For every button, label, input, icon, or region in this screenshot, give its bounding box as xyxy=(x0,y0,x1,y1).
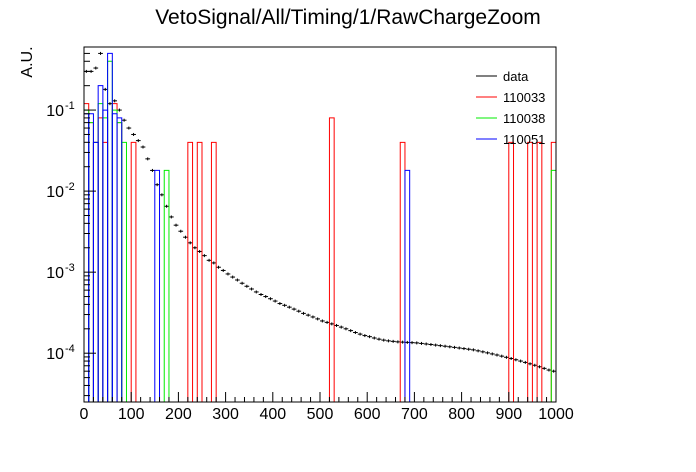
x-tick-label: 200 xyxy=(165,406,192,423)
y-tick-exponent: -4 xyxy=(65,343,75,355)
series-110033-bin xyxy=(210,141,217,402)
legend-label: 110033 xyxy=(503,90,545,105)
y-axis-label: A.U. xyxy=(19,46,36,77)
legend-label: data xyxy=(503,69,529,84)
series-110051-bin xyxy=(404,169,411,402)
x-tick-label: 400 xyxy=(259,406,286,423)
series-110033-bin xyxy=(88,122,94,402)
series-data xyxy=(84,51,556,373)
legend-entry-110038: 110038 xyxy=(476,111,545,126)
legend: data 110033 110038 110051 xyxy=(476,69,545,147)
x-tick-label: 1000 xyxy=(538,406,574,423)
series-110033-bin xyxy=(527,141,533,402)
x-tick-label: 500 xyxy=(307,406,334,423)
series-110051-bin xyxy=(83,113,90,402)
y-tick-label: 10 xyxy=(46,103,64,120)
y-tick-label: 10 xyxy=(46,346,64,363)
series-110033-bin xyxy=(550,141,557,402)
series-layer xyxy=(83,51,557,402)
y-tick-label: 10 xyxy=(46,265,64,282)
y-tick-exponent: -2 xyxy=(65,181,75,193)
series-110051-bin xyxy=(88,113,94,402)
series-110033-bin xyxy=(187,141,194,402)
legend-entry-110051: 110051 xyxy=(476,132,545,147)
series-110033-bin xyxy=(111,103,118,402)
series-110051 xyxy=(83,52,411,402)
series-110033-bin xyxy=(399,141,406,402)
legend-entry-data: data xyxy=(476,69,529,84)
series-110051-bin xyxy=(102,109,109,402)
series-110038-bin xyxy=(107,60,113,402)
series-110038-bin xyxy=(163,169,170,402)
series-110038-bin xyxy=(97,103,104,402)
series-110038-bin xyxy=(111,109,118,402)
series-110033-bin xyxy=(328,117,335,402)
series-110038-bin xyxy=(121,141,127,402)
series-110038-bin xyxy=(83,109,90,402)
chart-title: VetoSignal/All/Timing/1/RawChargeZoom xyxy=(155,6,541,29)
series-110033-bin xyxy=(97,117,104,402)
x-tick-label: 600 xyxy=(354,406,381,423)
legend-label: 110051 xyxy=(503,132,545,147)
series-110038-bin xyxy=(116,122,123,402)
x-tick-label: 700 xyxy=(401,406,428,423)
series-110033-bin xyxy=(116,122,123,402)
series-110051-bin xyxy=(154,169,161,402)
y-tick-exponent: -3 xyxy=(65,262,75,274)
y-tick-exponent: -1 xyxy=(65,100,75,112)
series-110051-bin xyxy=(116,117,123,402)
series-110033-bin xyxy=(130,141,137,402)
y-tick-label: 10 xyxy=(46,184,64,201)
series-110033-bin xyxy=(508,141,515,402)
series-110051-bin xyxy=(107,52,113,402)
series-110033-bin xyxy=(196,141,203,402)
legend-entry-110033: 110033 xyxy=(476,90,545,105)
legend-label: 110038 xyxy=(503,111,545,126)
axes-layer: 0 100 200 300 400 500 600 700 800 900 100010-410-3… xyxy=(46,52,574,423)
x-tick-label: 0 xyxy=(80,406,89,423)
x-tick-label: 300 xyxy=(212,406,239,423)
x-tick-label: 900 xyxy=(495,406,522,423)
series-110051-bin xyxy=(111,113,118,402)
series-110051-bin xyxy=(97,85,104,402)
series-110033-bin xyxy=(536,141,543,402)
x-tick-label: 100 xyxy=(118,406,145,423)
x-tick-label: 800 xyxy=(448,406,475,423)
series-110038-bin xyxy=(88,122,94,402)
series-110038-bin xyxy=(550,169,557,402)
series-110038-bin xyxy=(102,117,109,402)
series-110033-bin xyxy=(102,141,109,402)
